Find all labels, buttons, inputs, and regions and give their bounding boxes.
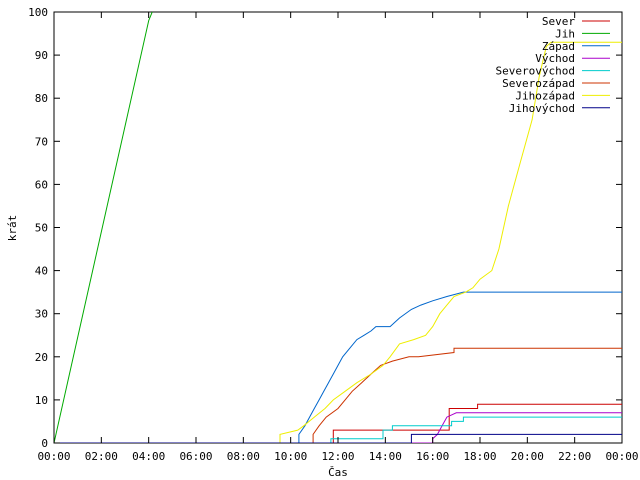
series-line-1 xyxy=(54,12,153,443)
series-line-7 xyxy=(54,433,622,443)
x-tick-label: 04:00 xyxy=(132,450,165,463)
x-axis-label: Čas xyxy=(328,466,348,479)
y-tick-label: 70 xyxy=(35,135,48,148)
x-tick-label: 02:00 xyxy=(85,450,118,463)
series-line-4 xyxy=(54,416,622,443)
series-line-5 xyxy=(54,347,622,443)
x-tick-label: 16:00 xyxy=(416,450,449,463)
legend-label: Západ xyxy=(542,40,575,53)
y-tick-label: 20 xyxy=(35,351,48,364)
x-tick-label: 00:00 xyxy=(37,450,70,463)
y-tick-label: 30 xyxy=(35,308,48,321)
legend: SeverJihZápadVýchodSeverovýchodSeverozáp… xyxy=(496,15,610,115)
x-axis: 00:00 02:00 04:00 06:00 08:00 10:00 12:00 14:00… xyxy=(37,12,639,463)
y-axis-label: krát xyxy=(6,215,19,242)
series-line-6 xyxy=(54,41,622,443)
x-tick-label: 00:00 xyxy=(605,450,638,463)
series-line-2 xyxy=(54,291,622,443)
x-tick-label: 12:00 xyxy=(321,450,354,463)
legend-label: Severovýchod xyxy=(496,65,575,78)
y-tick-label: 80 xyxy=(35,92,48,105)
x-tick-label: 22:00 xyxy=(558,450,591,463)
legend-label: Severozápad xyxy=(502,77,575,90)
x-tick-label: 14:00 xyxy=(369,450,402,463)
y-tick-label: 10 xyxy=(35,394,48,407)
y-tick-label: 40 xyxy=(35,265,48,278)
y-tick-label: 0 xyxy=(41,437,48,450)
x-tick-label: 10:00 xyxy=(274,450,307,463)
x-tick-label: 18:00 xyxy=(463,450,496,463)
x-tick-label: 20:00 xyxy=(511,450,544,463)
y-tick-label: 100 xyxy=(28,6,48,19)
x-tick-label: 06:00 xyxy=(179,450,212,463)
legend-label: Východ xyxy=(535,52,575,65)
y-tick-label: 60 xyxy=(35,178,48,191)
y-tick-label: 90 xyxy=(35,49,48,62)
y-tick-label: 50 xyxy=(35,222,48,235)
legend-label: Jihovýchod xyxy=(509,102,575,115)
legend-label: Jihozápad xyxy=(515,89,575,102)
y-axis: 0 10 20 30 40 50 60 70 80 90 100 xyxy=(28,6,622,450)
x-tick-label: 08:00 xyxy=(227,450,260,463)
legend-label: Sever xyxy=(542,15,575,28)
legend-label: Jih xyxy=(555,27,575,40)
